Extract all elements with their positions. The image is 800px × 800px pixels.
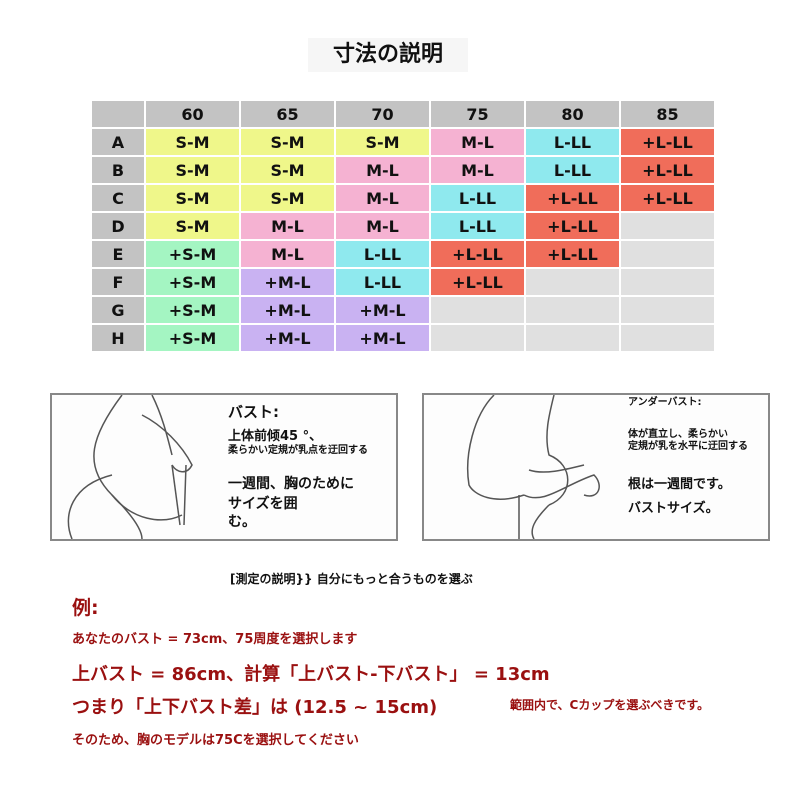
bust-heading: バスト: — [228, 403, 279, 421]
row-label: D — [92, 213, 144, 239]
size-cell: S-M — [241, 157, 334, 183]
table-row: A S-M S-M S-M M-L L-LL +L-LL — [92, 129, 714, 155]
column-header: 60 — [146, 101, 239, 127]
bust-line3: 一週間、胸のために — [228, 476, 354, 492]
page-title: 寸法の説明 — [308, 38, 468, 72]
underbust-measuring-figure-image — [467, 394, 600, 540]
size-cell: +L-LL — [431, 241, 524, 267]
size-cell: L-LL — [431, 185, 524, 211]
size-cell: +L-LL — [526, 185, 619, 211]
size-cell — [526, 297, 619, 323]
size-cell: +S-M — [146, 241, 239, 267]
row-label: F — [92, 269, 144, 295]
underbust-line4: バストサイズ。 — [628, 501, 719, 516]
row-label: G — [92, 297, 144, 323]
size-cell: +L-LL — [621, 129, 714, 155]
size-cell: L-LL — [526, 157, 619, 183]
size-cell: M-L — [336, 157, 429, 183]
size-cell: +L-LL — [621, 157, 714, 183]
size-cell: S-M — [146, 185, 239, 211]
size-cell: M-L — [241, 213, 334, 239]
size-cell: L-LL — [431, 213, 524, 239]
bust-line1: 上体前倾45 °、 — [228, 429, 323, 444]
size-cell: S-M — [146, 157, 239, 183]
size-cell: L-LL — [336, 269, 429, 295]
table-row: D S-M M-L M-L L-LL +L-LL — [92, 213, 714, 239]
size-cell: M-L — [336, 213, 429, 239]
bust-line4: サイズを囲む。 — [228, 496, 298, 530]
size-cell: S-M — [241, 185, 334, 211]
size-cell: +M-L — [336, 325, 429, 351]
size-cell — [621, 213, 714, 239]
table-row: C S-M S-M M-L L-LL +L-LL +L-LL — [92, 185, 714, 211]
size-cell: S-M — [241, 129, 334, 155]
underbust-line2: 定規が乳を水平に迂回する — [628, 441, 748, 452]
size-cell: L-LL — [336, 241, 429, 267]
size-cell — [526, 269, 619, 295]
size-cell: L-LL — [526, 129, 619, 155]
size-cell: +M-L — [241, 269, 334, 295]
table-row: G +S-M +M-L +M-L — [92, 297, 714, 323]
column-header: 85 — [621, 101, 714, 127]
size-chart-table: 60 65 70 75 80 85 A S-M S-M S-M M-L L-LL +L-LL B S-M S… — [90, 99, 716, 353]
size-cell: +S-M — [146, 297, 239, 323]
table-row: F +S-M +M-L L-LL +L-LL — [92, 269, 714, 295]
example-line1: あなたのバスト = 73cm、75周度を選択します — [72, 632, 358, 647]
example-line4: そのため、胸のモデルは75Cを選択してください — [72, 733, 359, 748]
corner-cell — [92, 101, 144, 127]
size-cell: +M-L — [241, 325, 334, 351]
underbust-heading: アンダーバスト: — [628, 397, 702, 408]
size-cell — [621, 297, 714, 323]
underbust-illustration-panel: アンダーバスト: 体が直立し、柔らかい 定規が乳を水平に迂回する 根は一週間です… — [422, 393, 770, 541]
size-cell: S-M — [146, 129, 239, 155]
row-label: C — [92, 185, 144, 211]
size-cell: M-L — [431, 129, 524, 155]
bust-line2: 柔らかい定規が乳点を迂回する — [228, 445, 368, 456]
size-cell: +M-L — [241, 297, 334, 323]
size-cell: M-L — [336, 185, 429, 211]
table-row: B S-M S-M M-L M-L L-LL +L-LL — [92, 157, 714, 183]
size-cell: M-L — [241, 241, 334, 267]
size-cell — [431, 325, 524, 351]
size-cell: +M-L — [336, 297, 429, 323]
bust-illustration-panel: バスト: 上体前倾45 °、 柔らかい定規が乳点を迂回する 一週間、胸のために … — [50, 393, 398, 541]
row-label: H — [92, 325, 144, 351]
bust-measuring-figure-image — [67, 394, 193, 540]
example-line2: 上バスト = 86cm、計算「上バスト-下バスト」 = 13cm — [72, 664, 550, 685]
size-cell — [621, 241, 714, 267]
table-row: E +S-M M-L L-LL +L-LL +L-LL — [92, 241, 714, 267]
example-line3: つまり「上下バスト差」は (12.5 ~ 15cm) — [72, 697, 438, 718]
size-cell: S-M — [146, 213, 239, 239]
size-cell: +L-LL — [431, 269, 524, 295]
size-cell — [621, 269, 714, 295]
underbust-line3: 根は一週間です。 — [628, 477, 731, 492]
row-label: E — [92, 241, 144, 267]
size-cell: +S-M — [146, 325, 239, 351]
size-cell: +L-LL — [526, 213, 619, 239]
column-header: 80 — [526, 101, 619, 127]
size-cell: S-M — [336, 129, 429, 155]
row-label: A — [92, 129, 144, 155]
underbust-line1: 体が直立し、柔らかい — [628, 429, 728, 440]
column-header: 70 — [336, 101, 429, 127]
example-line3b: 範囲内で、Cカップを選ぶべきです。 — [510, 698, 710, 712]
row-label: B — [92, 157, 144, 183]
size-cell: +L-LL — [621, 185, 714, 211]
column-header: 65 — [241, 101, 334, 127]
size-cell: M-L — [431, 157, 524, 183]
example-label: 例: — [72, 597, 99, 619]
size-cell — [526, 325, 619, 351]
column-header: 75 — [431, 101, 524, 127]
measurement-note: [測定の説明}} 自分にもっと合うものを選ぶ — [230, 572, 473, 586]
table-row: H +S-M +M-L +M-L — [92, 325, 714, 351]
size-cell — [431, 297, 524, 323]
size-cell: +S-M — [146, 269, 239, 295]
size-cell: +L-LL — [526, 241, 619, 267]
size-cell — [621, 325, 714, 351]
